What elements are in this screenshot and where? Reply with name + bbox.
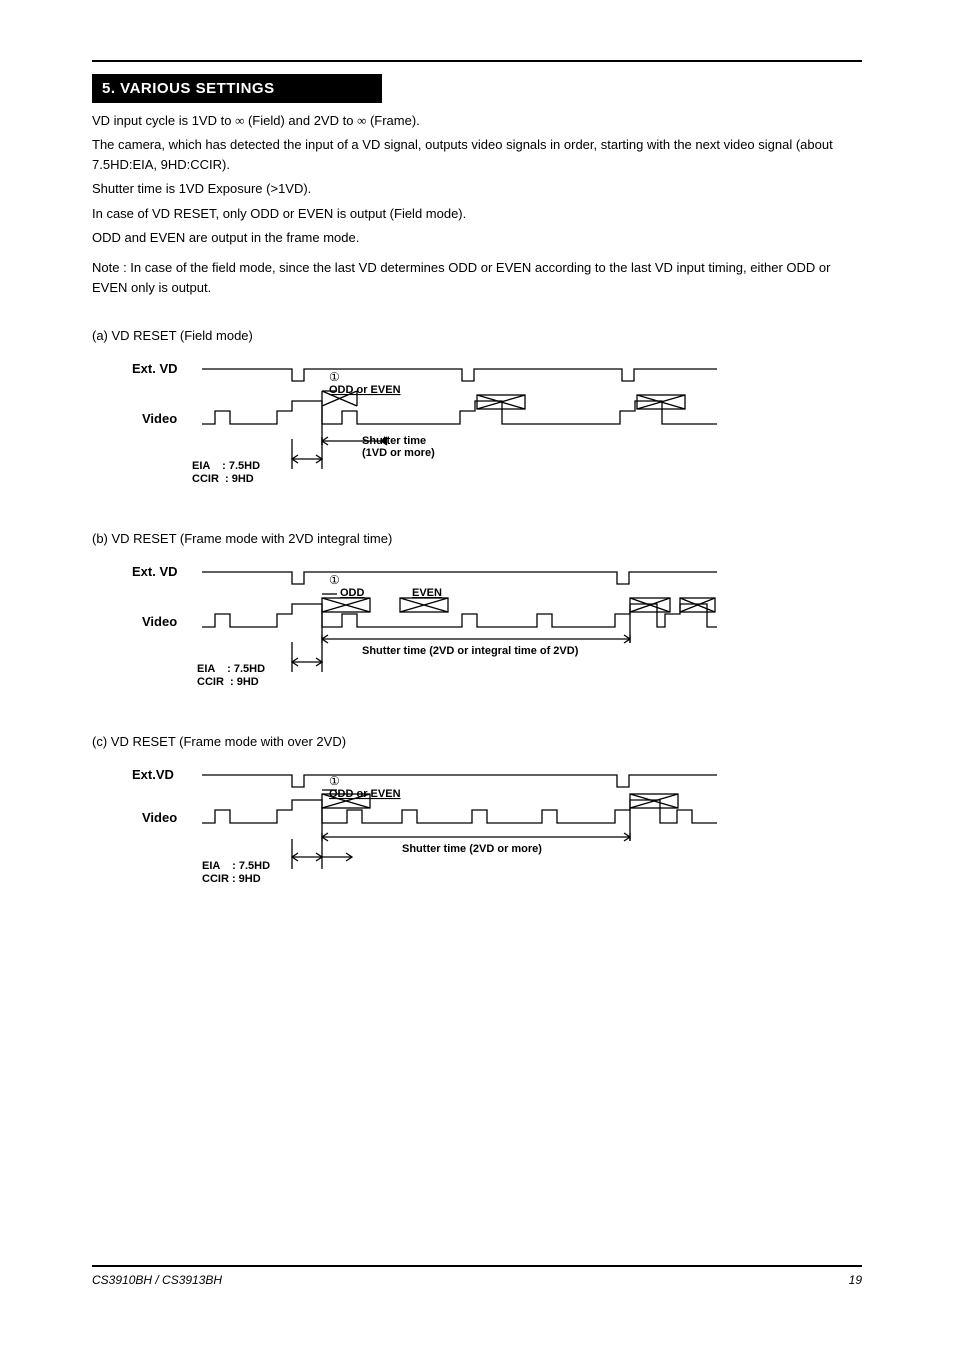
rule-bottom — [92, 1265, 862, 1267]
label-eia: EIA : 7.5HD — [192, 460, 260, 472]
intro-line-5: ODD and EVEN are output in the frame mod… — [92, 228, 862, 248]
page: 5. VARIOUS SETTINGS VD input cycle is 1V… — [0, 0, 954, 1351]
label-ext-vd: Ext.VD — [132, 767, 174, 782]
circled-one: ① — [329, 370, 340, 384]
infinity-symbol: ∞ — [235, 113, 244, 128]
label-shutter2: (1VD or more) — [362, 447, 435, 459]
intro-line-3: Shutter time is 1VD Exposure (>1VD). — [92, 179, 862, 199]
footer-model: CS3910BH / CS3913BH — [92, 1273, 222, 1287]
intro-line-2: The camera, which has detected the input… — [92, 135, 862, 175]
diagram-b-title: (b) VD RESET (Frame mode with 2VD integr… — [92, 531, 862, 546]
diagram-a-title: (a) VD RESET (Field mode) — [92, 328, 862, 343]
label-shutter: Shutter time (2VD or integral time of 2V… — [362, 645, 579, 657]
text: VD input cycle is 1VD to — [92, 113, 235, 128]
label-odd-even: ODD or EVEN — [329, 788, 401, 800]
intro-block: VD input cycle is 1VD to ∞ (Field) and 2… — [92, 111, 862, 248]
timing-diagram-a: Ext. VD Video ① ODD or EVEN Shutter time… — [122, 351, 722, 501]
timing-diagram-b: Ext. VD Video ① ODD EVEN Shutter time (2… — [122, 554, 722, 704]
label-video: Video — [142, 411, 177, 426]
intro-line-1: VD input cycle is 1VD to ∞ (Field) and 2… — [92, 111, 862, 131]
text: 1VD). — [278, 181, 311, 196]
diagram-c: Ext.VD Video ① ODD or EVEN Shutter time … — [122, 757, 722, 907]
diagram-c-title: (c) VD RESET (Frame mode with over 2VD) — [92, 734, 862, 749]
note-block: Note : In case of the field mode, since … — [92, 258, 862, 298]
gt-symbol: > — [270, 181, 278, 196]
label-ccir: CCIR : 9HD — [192, 473, 254, 485]
circled-one: ① — [329, 774, 340, 788]
label-eia: EIA : 7.5HD — [202, 860, 270, 872]
timing-diagram-c: Ext.VD Video ① ODD or EVEN Shutter time … — [122, 757, 722, 907]
label-ccir: CCIR : 9HD — [202, 873, 261, 885]
label-eia: EIA : 7.5HD — [197, 663, 265, 675]
text: (Frame). — [366, 113, 419, 128]
label-shutter: Shutter time (2VD or more) — [402, 843, 542, 855]
note-text: In case of the field mode, since the las… — [92, 260, 830, 295]
rule-top — [92, 60, 862, 62]
footer-page-number: 19 — [849, 1273, 862, 1287]
text: (Field) and 2VD to — [244, 113, 357, 128]
intro-line-4: In case of VD RESET, only ODD or EVEN is… — [92, 204, 862, 224]
label-video: Video — [142, 614, 177, 629]
diagram-a: Ext. VD Video ① ODD or EVEN Shutter time… — [122, 351, 722, 501]
infinity-symbol: ∞ — [357, 113, 366, 128]
label-ext-vd: Ext. VD — [132, 564, 178, 579]
text: Shutter time is 1VD Exposure ( — [92, 181, 270, 196]
footer: CS3910BH / CS3913BH 19 — [92, 1265, 862, 1287]
label-odd-even: ODD or EVEN — [329, 384, 401, 396]
label-shutter1: Shutter time — [362, 435, 426, 447]
label-video: Video — [142, 810, 177, 825]
label-odd: ODD — [340, 587, 365, 599]
note-label: Note : — [92, 260, 130, 275]
label-even: EVEN — [412, 587, 442, 599]
label-ext-vd: Ext. VD — [132, 361, 178, 376]
label-ccir: CCIR : 9HD — [197, 676, 259, 688]
chapter-heading: 5. VARIOUS SETTINGS — [92, 74, 382, 103]
diagram-b: Ext. VD Video ① ODD EVEN Shutter time (2… — [122, 554, 722, 704]
circled-one: ① — [329, 573, 340, 587]
